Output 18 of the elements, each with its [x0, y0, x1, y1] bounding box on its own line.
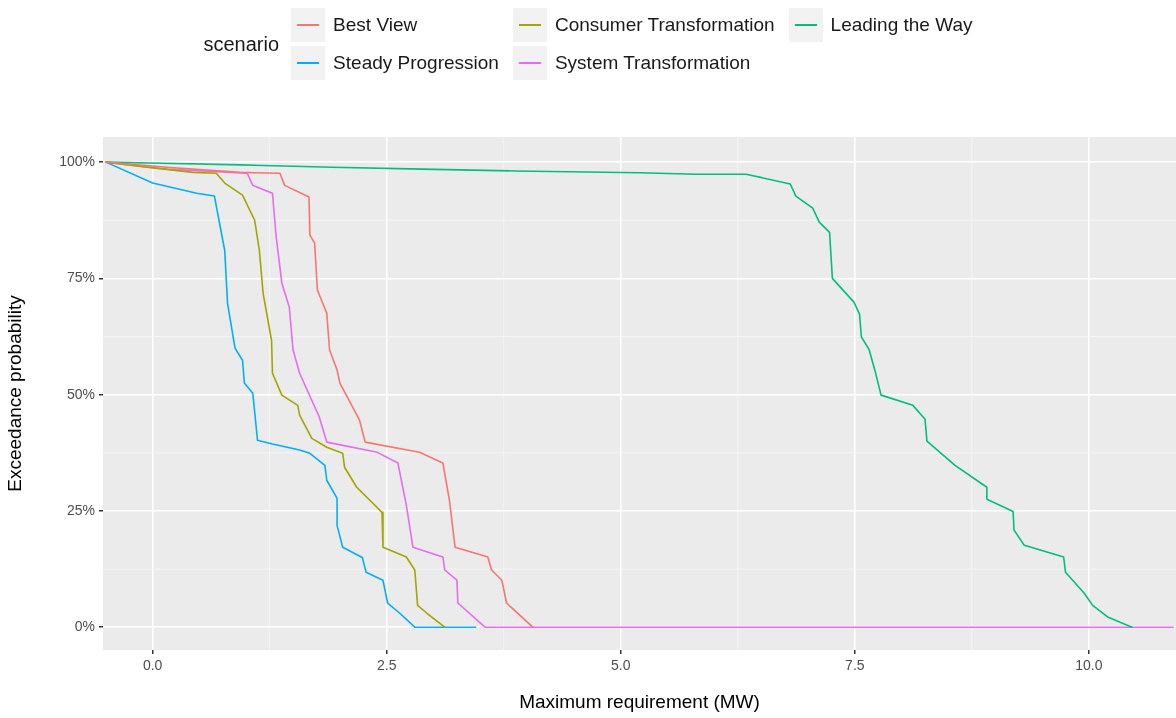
x-tick-label: 7.5 [845, 657, 865, 674]
y-axis-title: Exceedance probability [3, 294, 25, 492]
legend-label: Steady Progression [333, 52, 499, 74]
legend-label: Best View [333, 14, 418, 36]
x-tick-label: 2.5 [376, 657, 397, 674]
legend-label: Consumer Transformation [554, 14, 775, 36]
y-tick-label: 0% [74, 618, 95, 635]
legend-title: scenario [203, 32, 280, 56]
y-tick-label: 25% [66, 501, 95, 518]
x-tick-label: 5.0 [611, 657, 631, 674]
legend-label: System Transformation [554, 52, 751, 74]
y-tick-label: 50% [66, 385, 95, 402]
x-tick-label: 0.0 [142, 657, 163, 674]
legend-label: Leading the Way [830, 14, 973, 36]
y-tick-label: 75% [66, 269, 95, 286]
x-axis-title: Maximum requirement (MW) [519, 690, 760, 712]
y-tick-label: 100% [59, 152, 95, 169]
x-tick-label: 10.0 [1075, 657, 1103, 674]
